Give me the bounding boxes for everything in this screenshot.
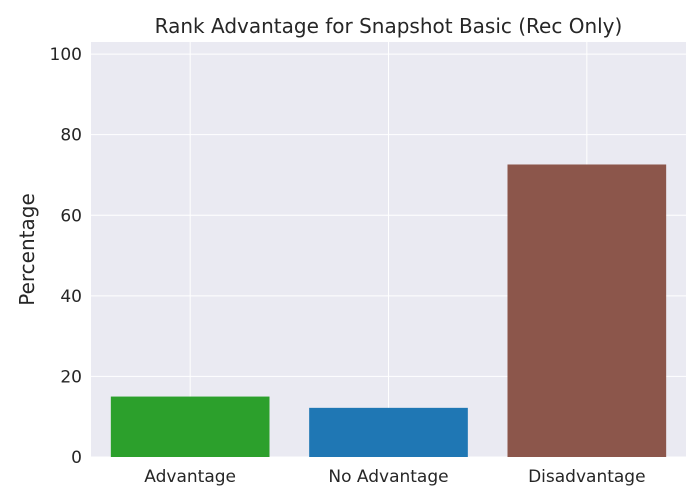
x-tick-label: Disadvantage [528,467,645,487]
y-tick-label: 100 [50,45,82,65]
y-axis-title: Percentage [15,193,39,306]
x-axis-ticks: Advantage No Advantage Disadvantage [144,467,645,487]
x-tick-label: No Advantage [328,467,448,487]
y-axis-ticks: 0 20 40 60 80 100 [50,45,82,468]
y-tick-label: 20 [60,367,82,387]
y-tick-label: 60 [60,206,82,226]
y-tick-label: 40 [60,287,82,307]
y-tick-label: 80 [60,126,82,146]
y-tick-label: 0 [71,448,82,468]
bar-disadvantage [507,164,667,457]
bar-no-advantage [309,407,468,457]
x-tick-label: Advantage [144,467,236,487]
bars [110,164,667,457]
chart-title: Rank Advantage for Snapshot Basic (Rec O… [155,14,623,38]
bar-advantage [110,396,270,457]
